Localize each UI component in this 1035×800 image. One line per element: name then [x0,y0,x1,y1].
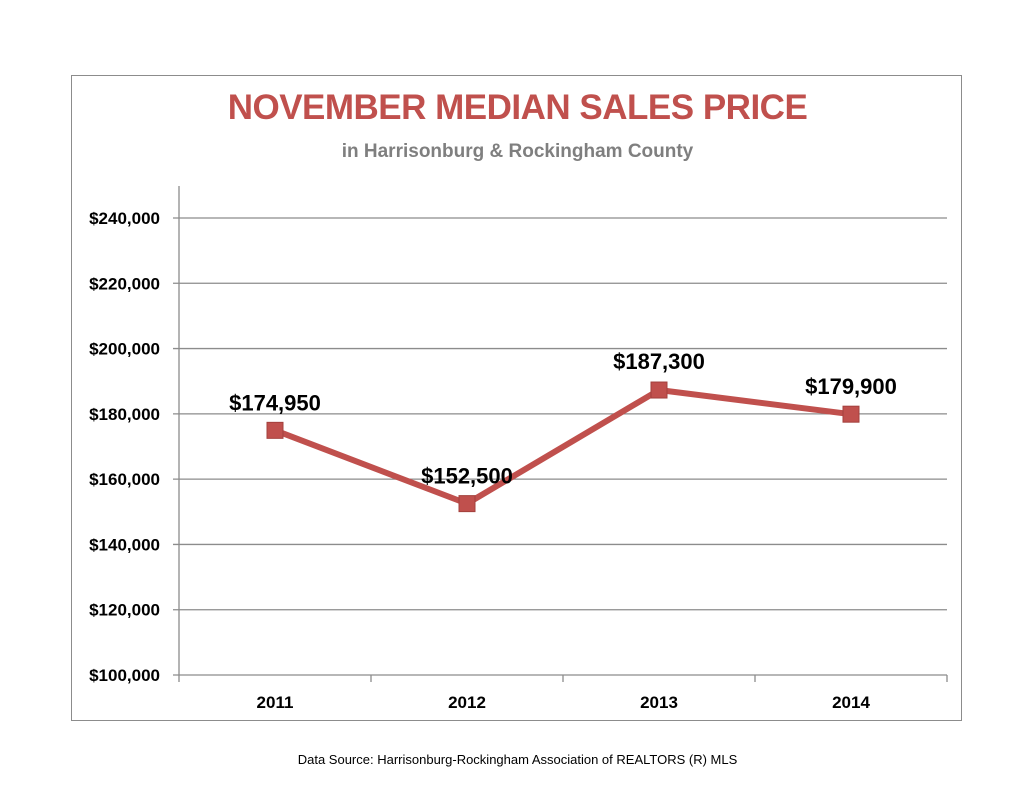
data-point-marker [458,495,476,513]
data-label: $152,500 [421,464,513,489]
chart-subtitle: in Harrisonburg & Rockingham County [341,141,694,162]
series-line [272,387,854,507]
y-tick-label: $240,000 [89,209,160,228]
y-tick-label: $120,000 [89,601,160,620]
x-tick-label: 2012 [448,693,486,712]
data-label: $174,950 [229,390,321,415]
y-tick-label: $180,000 [89,405,160,424]
data-label: $179,900 [805,374,897,399]
data-source-note: Data Source: Harrisonburg-Rockingham Ass… [297,752,738,767]
x-tick-label: 2011 [257,693,294,712]
y-tick-label: $200,000 [89,340,160,359]
chart-frame [71,75,962,721]
x-tick-label: 2013 [640,693,678,712]
data-point-marker [266,421,284,439]
x-tick-label: 2014 [832,693,870,712]
data-point-marker [650,381,668,399]
y-tick-label: $140,000 [89,535,160,554]
chart-title: NOVEMBER MEDIAN SALES PRICE [227,88,808,127]
data-point-marker [842,405,860,423]
y-tick-label: $160,000 [89,470,160,489]
y-tick-label: $220,000 [89,274,160,293]
data-label: $187,300 [613,349,705,374]
y-tick-label: $100,000 [89,666,160,685]
